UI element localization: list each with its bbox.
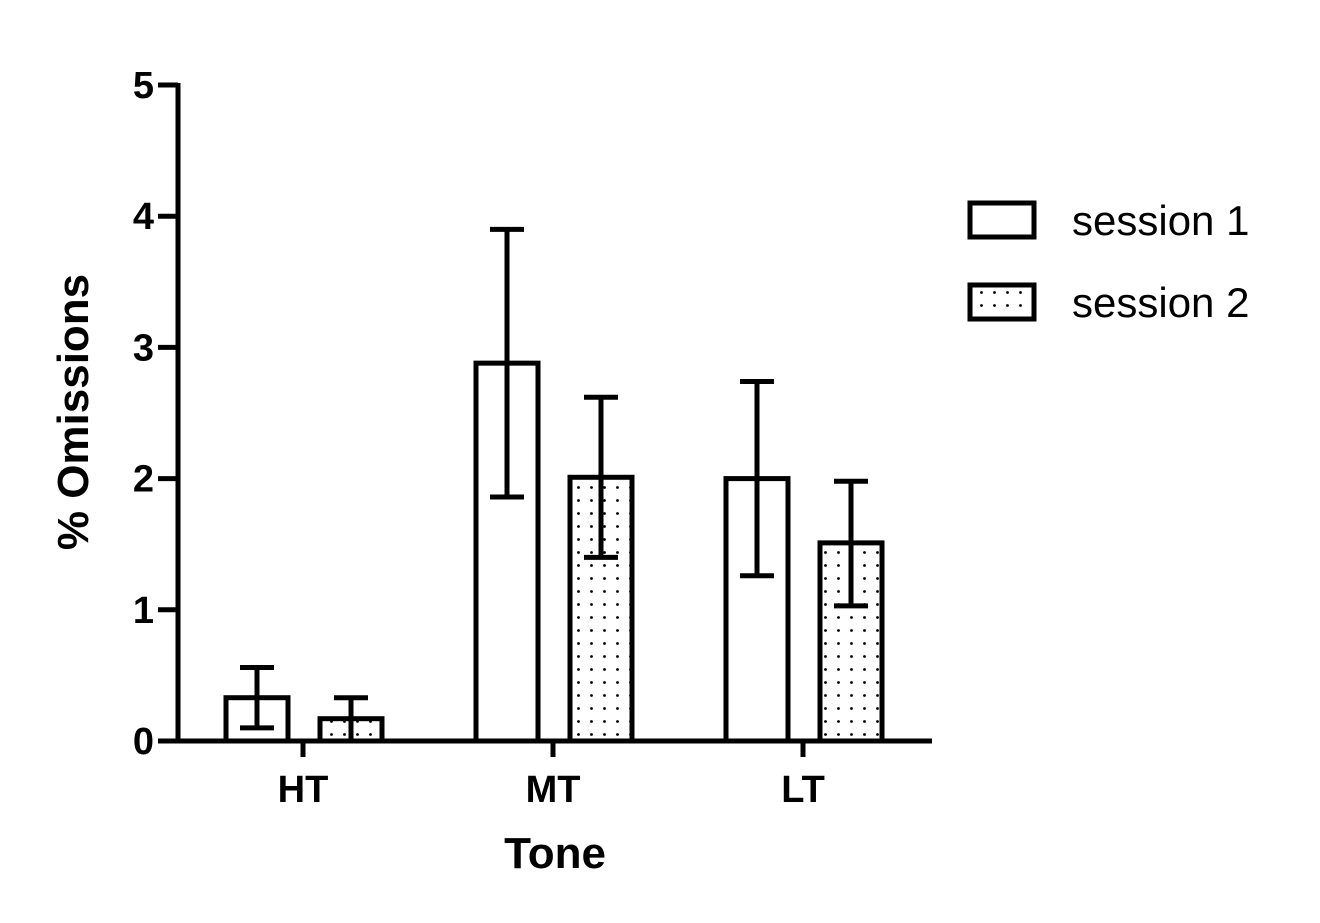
x-tick-label: HT [278,769,329,811]
bars-layer [223,226,885,744]
legend-label: session 1 [1072,197,1249,244]
axes-layer: 0 1 2 3 4 5 HT MT LT [133,65,932,811]
y-tick-label: 4 [133,196,154,238]
y-tick-label: 1 [133,590,154,632]
legend-swatch [967,282,1037,322]
y-tick-label: 2 [133,459,154,501]
y-tick-label: 0 [133,721,154,763]
x-tick-label: MT [526,769,581,811]
legend: session 1 session 2 [967,197,1249,326]
y-axis-title: % Omissions [49,274,98,550]
x-axis-title: Tone [504,829,606,878]
x-tick-label: LT [781,769,825,811]
legend-label: session 2 [1072,279,1249,326]
y-tick-label: 5 [133,65,154,107]
y-tick-label: 3 [133,327,154,369]
legend-swatch [967,200,1037,240]
